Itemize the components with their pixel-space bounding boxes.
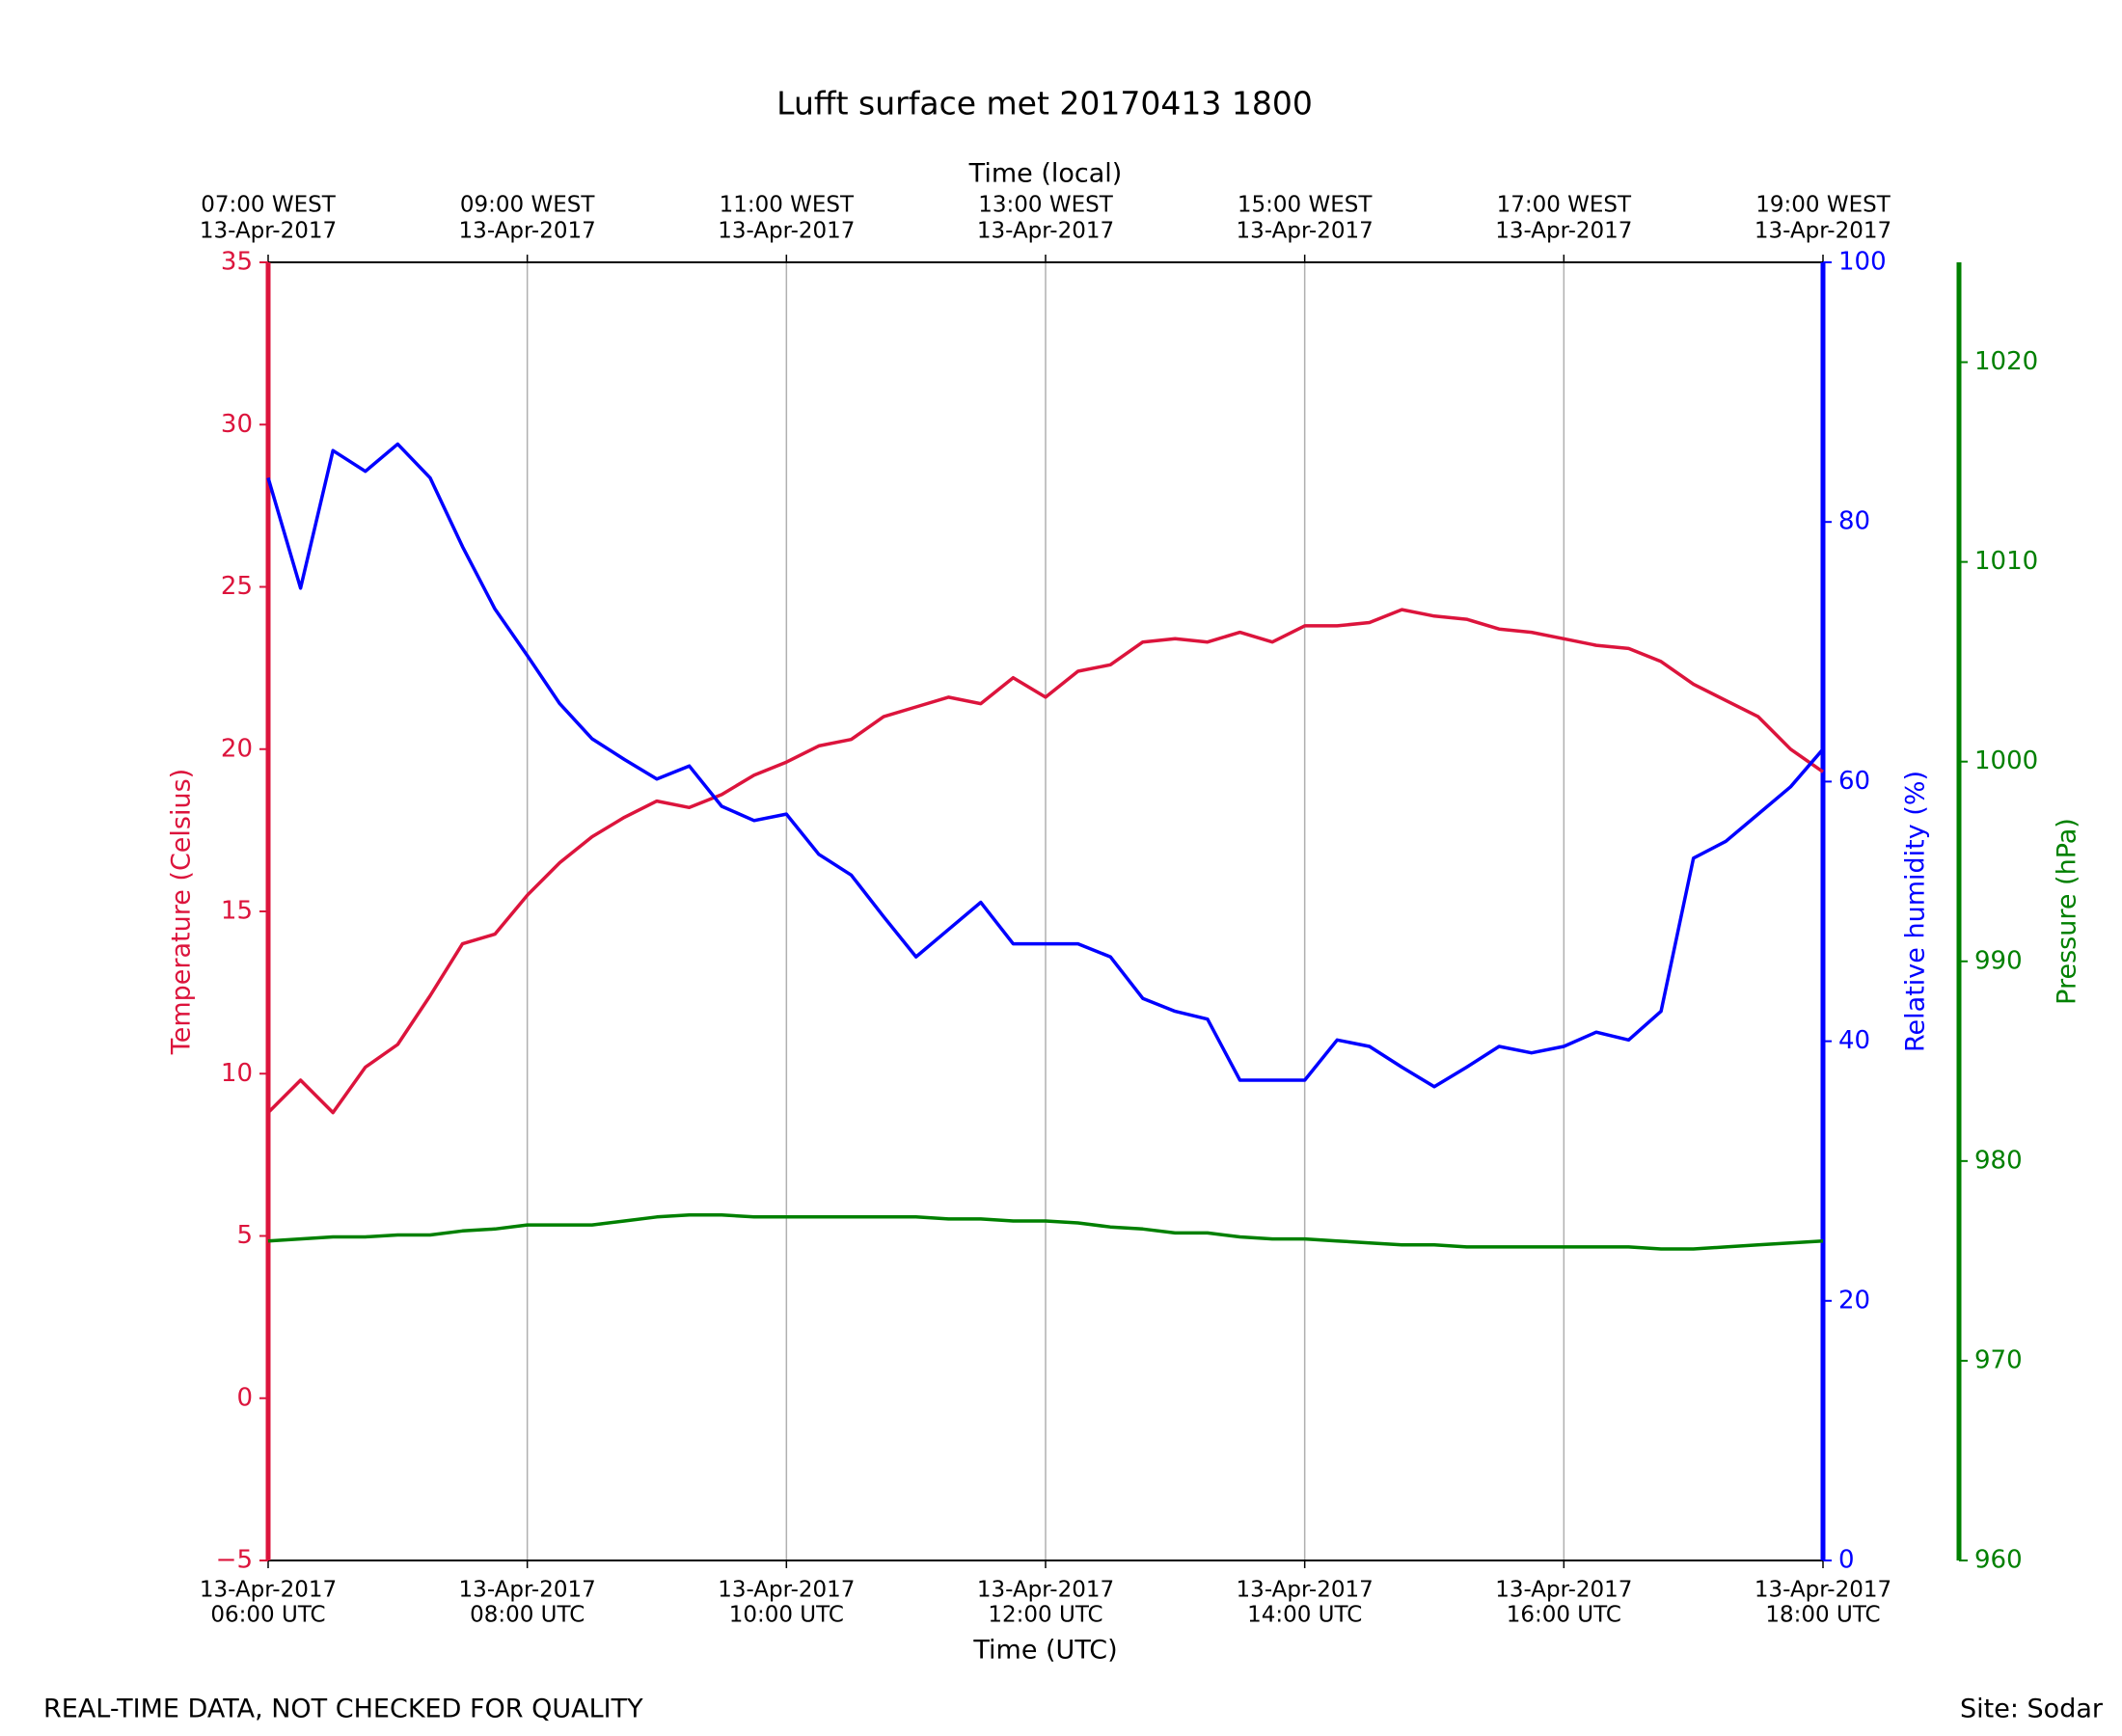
y3-tick-label: 980 xyxy=(1974,1146,2023,1175)
y-tick-label: 20 xyxy=(221,734,253,763)
x2-axis-title: Time (local) xyxy=(968,159,1123,189)
y3-tick-label: 1010 xyxy=(1974,547,2038,576)
y2-tick-label: 0 xyxy=(1838,1546,1855,1575)
chart-title: Lufft surface met 20170413 1800 xyxy=(776,85,1313,122)
y2-tick-label: 40 xyxy=(1838,1026,1870,1055)
y2-tick-label: 100 xyxy=(1838,248,1887,277)
x2-tick-label: 13-Apr-2017 xyxy=(200,219,337,244)
x2-tick-label: 13-Apr-2017 xyxy=(1755,219,1891,244)
x-tick-label: 14:00 UTC xyxy=(1247,1603,1362,1628)
x-tick-label: 16:00 UTC xyxy=(1507,1603,1621,1628)
y3-tick-label: 970 xyxy=(1974,1345,2023,1374)
x2-tick-label: 13-Apr-2017 xyxy=(459,219,596,244)
x-tick-label: 13-Apr-2017 xyxy=(459,1578,596,1603)
x-tick-label: 13-Apr-2017 xyxy=(718,1578,855,1603)
x2-tick-label: 13-Apr-2017 xyxy=(1495,219,1632,244)
y-tick-label: 10 xyxy=(221,1059,253,1088)
series-line xyxy=(266,608,1825,1115)
x-tick-label: 13-Apr-2017 xyxy=(1495,1578,1632,1603)
footer-note: REAL-TIME DATA, NOT CHECKED FOR QUALITY xyxy=(43,1695,643,1724)
y-tick-label: 0 xyxy=(236,1383,253,1412)
y-tick-label: 15 xyxy=(221,897,253,926)
y-tick-label: 30 xyxy=(221,410,253,439)
y3-tick-label: 1020 xyxy=(1974,347,2038,376)
x2-tick-label: 13-Apr-2017 xyxy=(718,219,855,244)
y3-axis-title: Pressure (hPa) xyxy=(2053,818,2082,1005)
y3-tick-label: 990 xyxy=(1974,946,2023,975)
x-tick-label: 12:00 UTC xyxy=(988,1603,1102,1628)
y-tick-label: 35 xyxy=(221,248,253,277)
y2-tick-label: 20 xyxy=(1838,1286,1870,1315)
x-tick-label: 13-Apr-2017 xyxy=(1237,1578,1374,1603)
x-tick-label: 06:00 UTC xyxy=(210,1603,325,1628)
x2-tick-label: 13-Apr-2017 xyxy=(1237,219,1374,244)
x-tick-label: 13-Apr-2017 xyxy=(200,1578,337,1603)
x-tick-label: 18:00 UTC xyxy=(1765,1603,1880,1628)
y-tick-label: −5 xyxy=(216,1546,253,1575)
y3-tick-label: 1000 xyxy=(1974,746,2038,775)
x2-tick-label: 13-Apr-2017 xyxy=(977,219,1114,244)
x2-tick-label: 09:00 WEST xyxy=(460,193,595,218)
site-label: Site: Sodar xyxy=(1960,1695,2104,1724)
y-tick-label: 5 xyxy=(236,1221,253,1250)
x-tick-label: 13-Apr-2017 xyxy=(1755,1578,1891,1603)
y2-tick-label: 60 xyxy=(1838,767,1870,796)
y-tick-label: 25 xyxy=(221,572,253,601)
y2-tick-label: 80 xyxy=(1838,507,1870,536)
y2-axis-title: Relative humidity (%) xyxy=(1901,771,1931,1052)
x2-tick-label: 13:00 WEST xyxy=(978,193,1113,218)
x-tick-label: 10:00 UTC xyxy=(729,1603,844,1628)
x2-tick-label: 17:00 WEST xyxy=(1497,193,1632,218)
x-tick-label: 13-Apr-2017 xyxy=(977,1578,1114,1603)
y3-tick-label: 960 xyxy=(1974,1546,2023,1575)
x2-tick-label: 11:00 WEST xyxy=(720,193,855,218)
series-line xyxy=(267,1213,1824,1251)
y-axis-title: Temperature (Celsius) xyxy=(167,769,197,1055)
x2-tick-label: 19:00 WEST xyxy=(1755,193,1891,218)
x-axis-title: Time (UTC) xyxy=(972,1636,1117,1666)
x2-tick-label: 15:00 WEST xyxy=(1238,193,1373,218)
series-line xyxy=(266,442,1825,1089)
x2-tick-label: 07:00 WEST xyxy=(201,193,336,218)
x-tick-label: 08:00 UTC xyxy=(470,1603,585,1628)
